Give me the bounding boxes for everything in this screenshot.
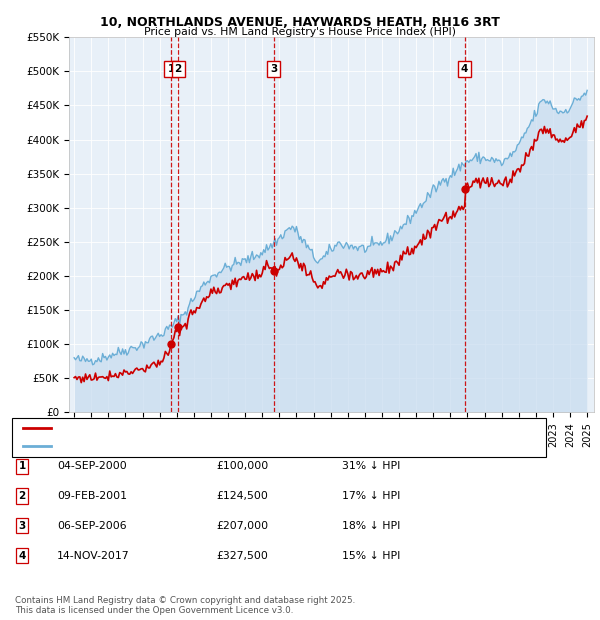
Text: HPI: Average price, semi-detached house, Mid Sussex: HPI: Average price, semi-detached house,… <box>57 442 312 451</box>
Text: 2: 2 <box>19 491 26 501</box>
Text: 1: 1 <box>19 461 26 471</box>
Text: Price paid vs. HM Land Registry's House Price Index (HPI): Price paid vs. HM Land Registry's House … <box>144 27 456 37</box>
Text: 18% ↓ HPI: 18% ↓ HPI <box>342 521 400 531</box>
Text: 3: 3 <box>19 521 26 531</box>
Text: 17% ↓ HPI: 17% ↓ HPI <box>342 491 400 501</box>
Text: 09-FEB-2001: 09-FEB-2001 <box>57 491 127 501</box>
Text: 2: 2 <box>175 64 182 74</box>
Text: £100,000: £100,000 <box>216 461 268 471</box>
Text: 3: 3 <box>270 64 277 74</box>
Text: 4: 4 <box>461 64 468 74</box>
Text: 4: 4 <box>19 551 26 560</box>
Text: 04-SEP-2000: 04-SEP-2000 <box>57 461 127 471</box>
Text: 10, NORTHLANDS AVENUE, HAYWARDS HEATH, RH16 3RT: 10, NORTHLANDS AVENUE, HAYWARDS HEATH, R… <box>100 16 500 29</box>
Text: 14-NOV-2017: 14-NOV-2017 <box>57 551 130 560</box>
Text: £327,500: £327,500 <box>216 551 268 560</box>
Text: £124,500: £124,500 <box>216 491 268 501</box>
Text: 31% ↓ HPI: 31% ↓ HPI <box>342 461 400 471</box>
Text: 06-SEP-2006: 06-SEP-2006 <box>57 521 127 531</box>
Text: 1: 1 <box>167 64 175 74</box>
Text: Contains HM Land Registry data © Crown copyright and database right 2025.
This d: Contains HM Land Registry data © Crown c… <box>15 596 355 615</box>
Text: £207,000: £207,000 <box>216 521 268 531</box>
Text: 15% ↓ HPI: 15% ↓ HPI <box>342 551 400 560</box>
Text: 10, NORTHLANDS AVENUE, HAYWARDS HEATH, RH16 3RT (semi-detached house): 10, NORTHLANDS AVENUE, HAYWARDS HEATH, R… <box>57 424 441 433</box>
